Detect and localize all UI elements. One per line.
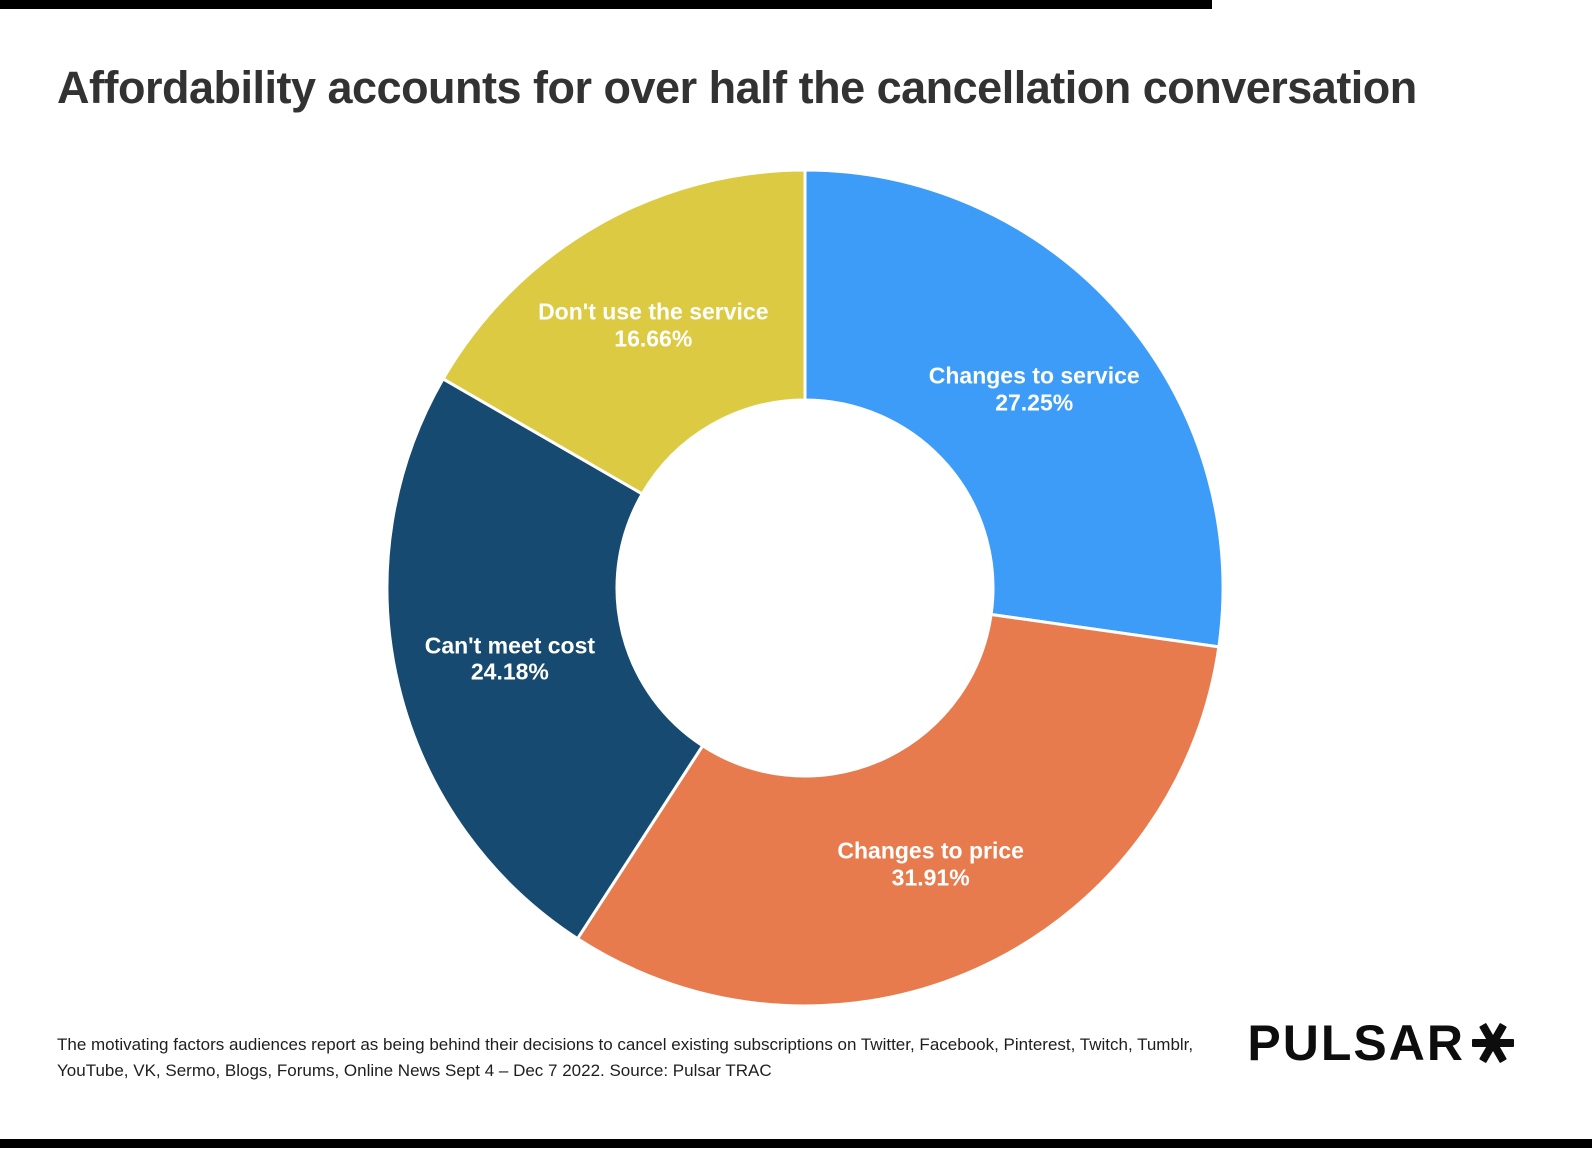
- bottom-rule: [0, 1139, 1592, 1148]
- top-rule: [0, 0, 1212, 9]
- asterisk-icon: [1472, 1023, 1514, 1063]
- pie-segment-can-t-meet-cost: [385, 376, 705, 941]
- source-note: The motivating factors audiences report …: [57, 1035, 1194, 1081]
- pulsar-logo-text: PULSAR: [1247, 1015, 1465, 1071]
- pulsar-logo: PULSAR: [1247, 1014, 1516, 1072]
- pie-segment-changes-to-service: [803, 168, 1225, 649]
- pie-segment-changes-to-price: [575, 612, 1221, 1008]
- pie-segment-don-t-use-the-service: [441, 168, 807, 496]
- chart-title: Affordability accounts for over half the…: [57, 62, 1417, 113]
